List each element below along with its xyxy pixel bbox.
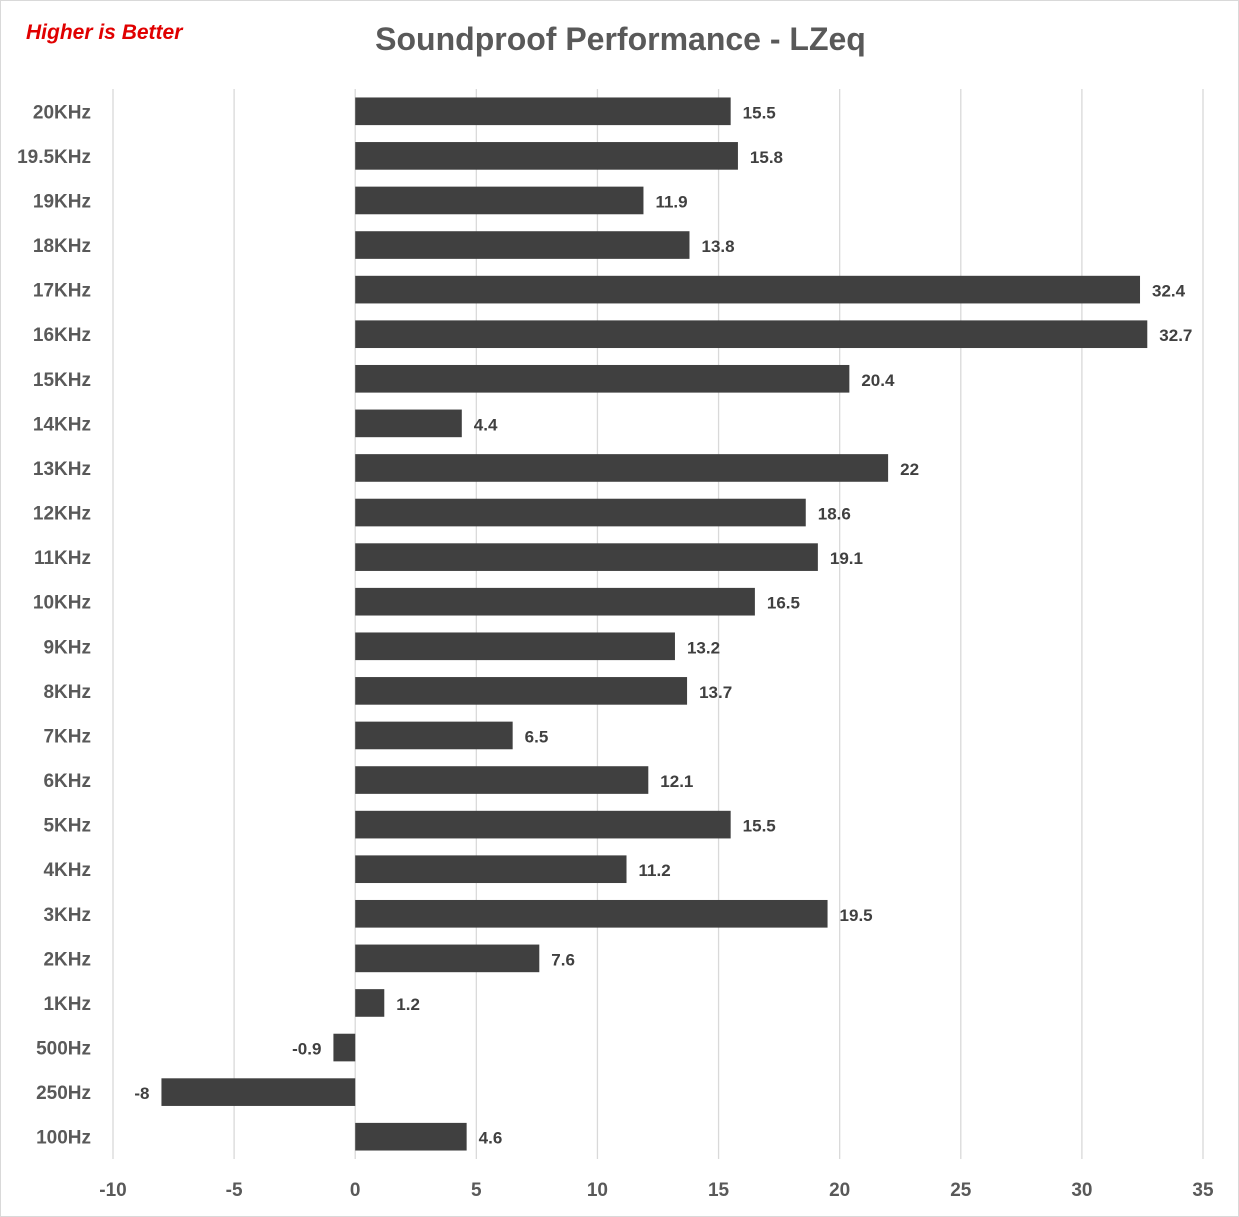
category-label: 3KHz	[43, 905, 91, 926]
data-label: 15.5	[743, 817, 776, 836]
data-label: 4.6	[479, 1129, 503, 1148]
bar	[355, 364, 850, 393]
category-label: 6KHz	[43, 771, 91, 792]
data-label: 6.5	[525, 727, 549, 746]
x-tick-label: 0	[350, 1180, 361, 1201]
x-tick-label: 25	[950, 1180, 972, 1201]
bar	[161, 1078, 356, 1106]
bar	[355, 186, 644, 215]
data-label: 7.6	[551, 950, 575, 969]
data-label: 1.2	[396, 995, 420, 1014]
x-tick-label: 5	[471, 1180, 482, 1201]
data-label: 20.4	[861, 371, 895, 390]
bar	[355, 766, 649, 794]
x-tick-label: 30	[1071, 1180, 1092, 1201]
bar	[355, 944, 540, 973]
bar	[355, 275, 1141, 304]
category-label: 5KHz	[43, 816, 91, 837]
data-label: -0.9	[292, 1040, 321, 1059]
bar	[355, 632, 675, 661]
bar	[355, 899, 828, 928]
data-label: -8	[134, 1084, 149, 1103]
data-label: 22	[900, 460, 919, 479]
category-label: 10KHz	[33, 593, 91, 614]
data-label: 19.5	[840, 906, 873, 925]
data-label: 13.2	[687, 638, 720, 657]
bar	[355, 810, 731, 839]
data-label: 32.4	[1152, 282, 1186, 301]
bar-series	[161, 97, 1148, 1151]
data-label: 32.7	[1159, 326, 1192, 345]
x-tick-label: -10	[99, 1180, 126, 1201]
data-label: 11.2	[639, 861, 671, 880]
bar	[333, 1033, 356, 1062]
data-label: 12.1	[660, 772, 693, 791]
category-label: 7KHz	[43, 726, 91, 747]
category-label: 19.5KHz	[17, 147, 91, 168]
category-label: 15KHz	[33, 370, 91, 391]
bar	[355, 543, 818, 571]
x-tick-label: 15	[708, 1180, 730, 1201]
bar	[355, 454, 889, 482]
data-label: 11.9	[655, 192, 687, 211]
x-tick-label: -5	[226, 1180, 243, 1201]
category-label: 500Hz	[36, 1039, 91, 1060]
data-label: 18.6	[818, 505, 851, 524]
category-label: 9KHz	[43, 637, 91, 658]
bar	[355, 97, 731, 126]
gridlines	[112, 89, 1204, 1159]
category-label: 11KHz	[34, 548, 91, 569]
x-tick-label: 20	[829, 1180, 850, 1201]
bar	[355, 721, 513, 750]
data-label: 15.8	[750, 148, 783, 167]
data-label: 13.8	[701, 237, 734, 256]
category-label: 8KHz	[43, 682, 91, 703]
bar	[355, 231, 690, 259]
category-label: 1KHz	[43, 994, 91, 1015]
bar	[355, 587, 755, 616]
data-labels: 15.5 15.8 11.9 13.8 32.4 32.7 20.4 4.4 22 18.6 19.…	[134, 103, 1192, 1147]
category-label: 17KHz	[33, 281, 91, 302]
data-label: 4.4	[474, 415, 498, 434]
bar	[355, 989, 385, 1017]
data-label: 19.1	[830, 549, 863, 568]
bar	[355, 320, 1148, 349]
category-label: 250Hz	[36, 1083, 91, 1104]
bar	[355, 142, 738, 170]
data-label: 16.5	[767, 594, 800, 613]
x-tick-label: 10	[587, 1180, 608, 1201]
data-label: 13.7	[699, 683, 732, 702]
category-label: 13KHz	[33, 459, 91, 480]
category-label: 12KHz	[33, 504, 91, 525]
category-label: 20KHz	[33, 102, 91, 123]
category-label: 19KHz	[33, 191, 91, 212]
bar	[355, 498, 806, 527]
bar	[355, 409, 462, 438]
category-label: 4KHz	[43, 860, 91, 881]
category-label: 18KHz	[33, 236, 91, 257]
chart-title: Soundproof Performance - LZeq	[375, 21, 866, 57]
x-tick-label: 35	[1192, 1180, 1214, 1201]
bar	[355, 677, 688, 705]
data-label: 15.5	[743, 103, 776, 122]
category-label: 14KHz	[33, 414, 91, 435]
bar	[355, 1122, 467, 1151]
bar	[355, 855, 627, 884]
category-label: 2KHz	[43, 949, 91, 970]
category-label: 100Hz	[36, 1128, 91, 1149]
higher-is-better-note: Higher is Better	[26, 21, 183, 44]
category-axis: 20KHz 19.5KHz 19KHz 18KHz 17KHz 16KHz 15KHz 14K…	[17, 102, 91, 1148]
value-axis: -10 -5 0 5 10 15 20 25 30 35	[99, 1180, 1214, 1201]
category-label: 16KHz	[33, 325, 91, 346]
